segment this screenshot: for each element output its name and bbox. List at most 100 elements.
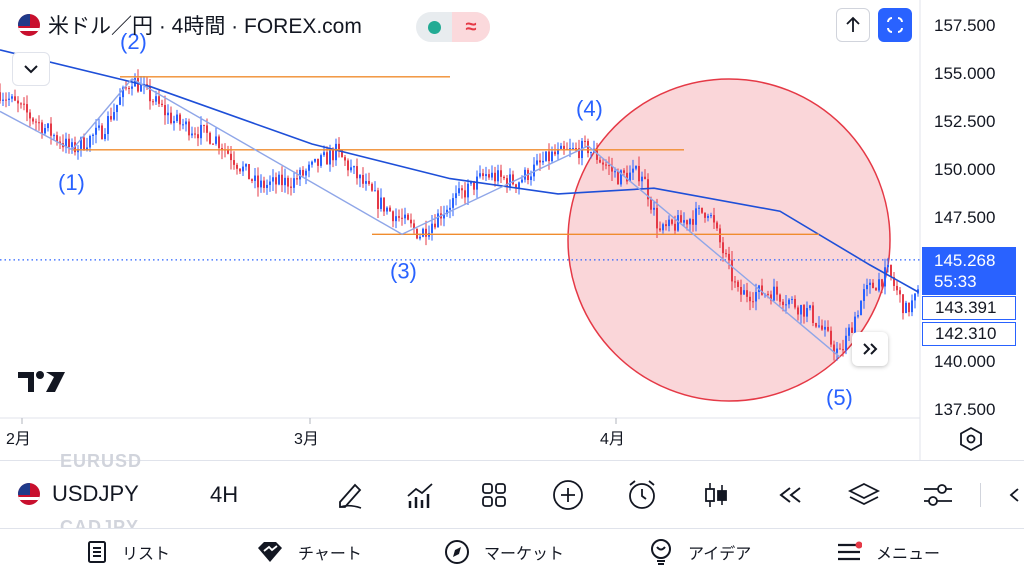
- candle-body: [707, 215, 709, 218]
- candle-body: [545, 151, 547, 161]
- candle-body: [254, 175, 256, 181]
- chart-header[interactable]: 米ドル／円 · 4時間 · FOREX.com: [18, 10, 362, 40]
- wave-label: (5): [826, 385, 853, 410]
- candle-body: [896, 285, 898, 291]
- nav-label-list: リスト: [122, 546, 171, 563]
- tradingview-logo[interactable]: [18, 368, 66, 399]
- candle-body: [131, 86, 133, 89]
- candle-body: [182, 124, 184, 126]
- double-chevron-right-icon: [863, 343, 878, 355]
- candle-body: [284, 177, 286, 186]
- candle-body: [179, 114, 181, 125]
- candle-body: [20, 103, 22, 105]
- candle-body: [845, 335, 847, 351]
- candle-body: [269, 181, 271, 185]
- candle-body: [272, 177, 274, 182]
- candle-body: [89, 135, 91, 148]
- candle-body: [626, 172, 628, 182]
- candle-body: [281, 174, 283, 186]
- candle-body: [710, 215, 712, 217]
- candle-body: [170, 112, 172, 124]
- market-status[interactable]: ≈: [416, 12, 490, 42]
- price-tick-label: 152.500: [934, 112, 995, 131]
- candle-body: [140, 84, 142, 92]
- candle-body: [257, 175, 259, 188]
- candle-body: [830, 330, 832, 345]
- nav-item-menu[interactable]: メニュー: [836, 537, 940, 567]
- candle-body: [479, 173, 481, 177]
- candle-body: [533, 164, 535, 177]
- candle-body: [338, 143, 340, 151]
- candle-body: [458, 188, 460, 194]
- indicators-button[interactable]: [400, 475, 440, 515]
- candle-body: [719, 228, 721, 243]
- price-label-142: 142.310: [922, 322, 1016, 346]
- candle-body: [230, 153, 232, 161]
- candle-body: [44, 128, 46, 134]
- candle-body: [323, 152, 325, 156]
- candle-body: [233, 160, 235, 165]
- candle-body: [314, 158, 316, 162]
- fullscreen-button[interactable]: [878, 8, 912, 42]
- candle-body: [839, 348, 841, 350]
- nav-item-market[interactable]: マーケット: [444, 537, 564, 567]
- candle-body: [881, 279, 883, 287]
- candle-body: [467, 183, 469, 198]
- chevron-left-icon[interactable]: [1008, 487, 1020, 503]
- candle-body: [524, 169, 526, 180]
- candle-body: [218, 136, 220, 149]
- candle-body: [53, 135, 55, 137]
- candle-body: [137, 78, 139, 92]
- candle-body: [644, 176, 646, 180]
- nav-item-list[interactable]: リスト: [86, 537, 170, 567]
- collapse-legend-button[interactable]: [12, 52, 50, 86]
- candle-body: [668, 219, 670, 227]
- candle-body: [803, 305, 805, 317]
- candle-body: [539, 160, 541, 163]
- alerts-button[interactable]: [622, 475, 662, 515]
- timeframe-selector[interactable]: 4H: [210, 482, 239, 507]
- candle-body: [491, 172, 493, 178]
- current-price-tag: 145.268 55:33: [922, 247, 1016, 295]
- replay-button[interactable]: [770, 475, 810, 515]
- candle-body: [329, 150, 331, 165]
- scroll-to-latest-button[interactable]: [852, 332, 888, 366]
- chart-type-button[interactable]: [696, 475, 736, 515]
- candle-body: [473, 181, 475, 190]
- settings-button[interactable]: [918, 475, 958, 515]
- nav-label-menu: メニュー: [876, 546, 941, 563]
- candle-body: [443, 214, 445, 219]
- add-button[interactable]: [548, 475, 588, 515]
- candle-body: [347, 160, 349, 171]
- candle-body: [836, 348, 838, 353]
- share-button[interactable]: [836, 8, 870, 42]
- candle-body: [641, 176, 643, 182]
- nav-item-chart[interactable]: チャート: [256, 537, 362, 567]
- candle-body: [587, 140, 589, 154]
- candle-body: [374, 190, 376, 192]
- chart-icon: [258, 542, 282, 562]
- price-chart[interactable]: 157.500 155.000 152.500 150.000 147.500 140.0…: [0, 0, 1024, 460]
- candle-body: [446, 209, 448, 215]
- candle-body: [701, 207, 703, 213]
- time-tick-label: 4月: [600, 431, 625, 448]
- candle-body: [806, 308, 808, 317]
- arrow-up-icon: [846, 16, 860, 32]
- price-label-143-text: 143.391: [935, 298, 997, 317]
- candle-body: [464, 190, 466, 198]
- chart-settings-button[interactable]: [958, 426, 984, 457]
- wave-line: [0, 110, 73, 151]
- candle-body: [98, 125, 100, 128]
- layouts-button[interactable]: [474, 475, 514, 515]
- symbol-selector[interactable]: USDJPY: [18, 481, 139, 507]
- candle-body: [302, 169, 304, 176]
- nav-item-ideas[interactable]: アイデア: [648, 537, 751, 567]
- drawing-tool-button[interactable]: [330, 475, 370, 515]
- candle-body: [158, 96, 160, 104]
- chart-area[interactable]: 157.500 155.000 152.500 150.000 147.500 140.0…: [0, 0, 1024, 460]
- menu-icon: [836, 540, 863, 564]
- candle-body: [455, 193, 457, 199]
- candle-body: [833, 344, 835, 353]
- layers-button[interactable]: [844, 475, 884, 515]
- candle-body: [554, 151, 556, 155]
